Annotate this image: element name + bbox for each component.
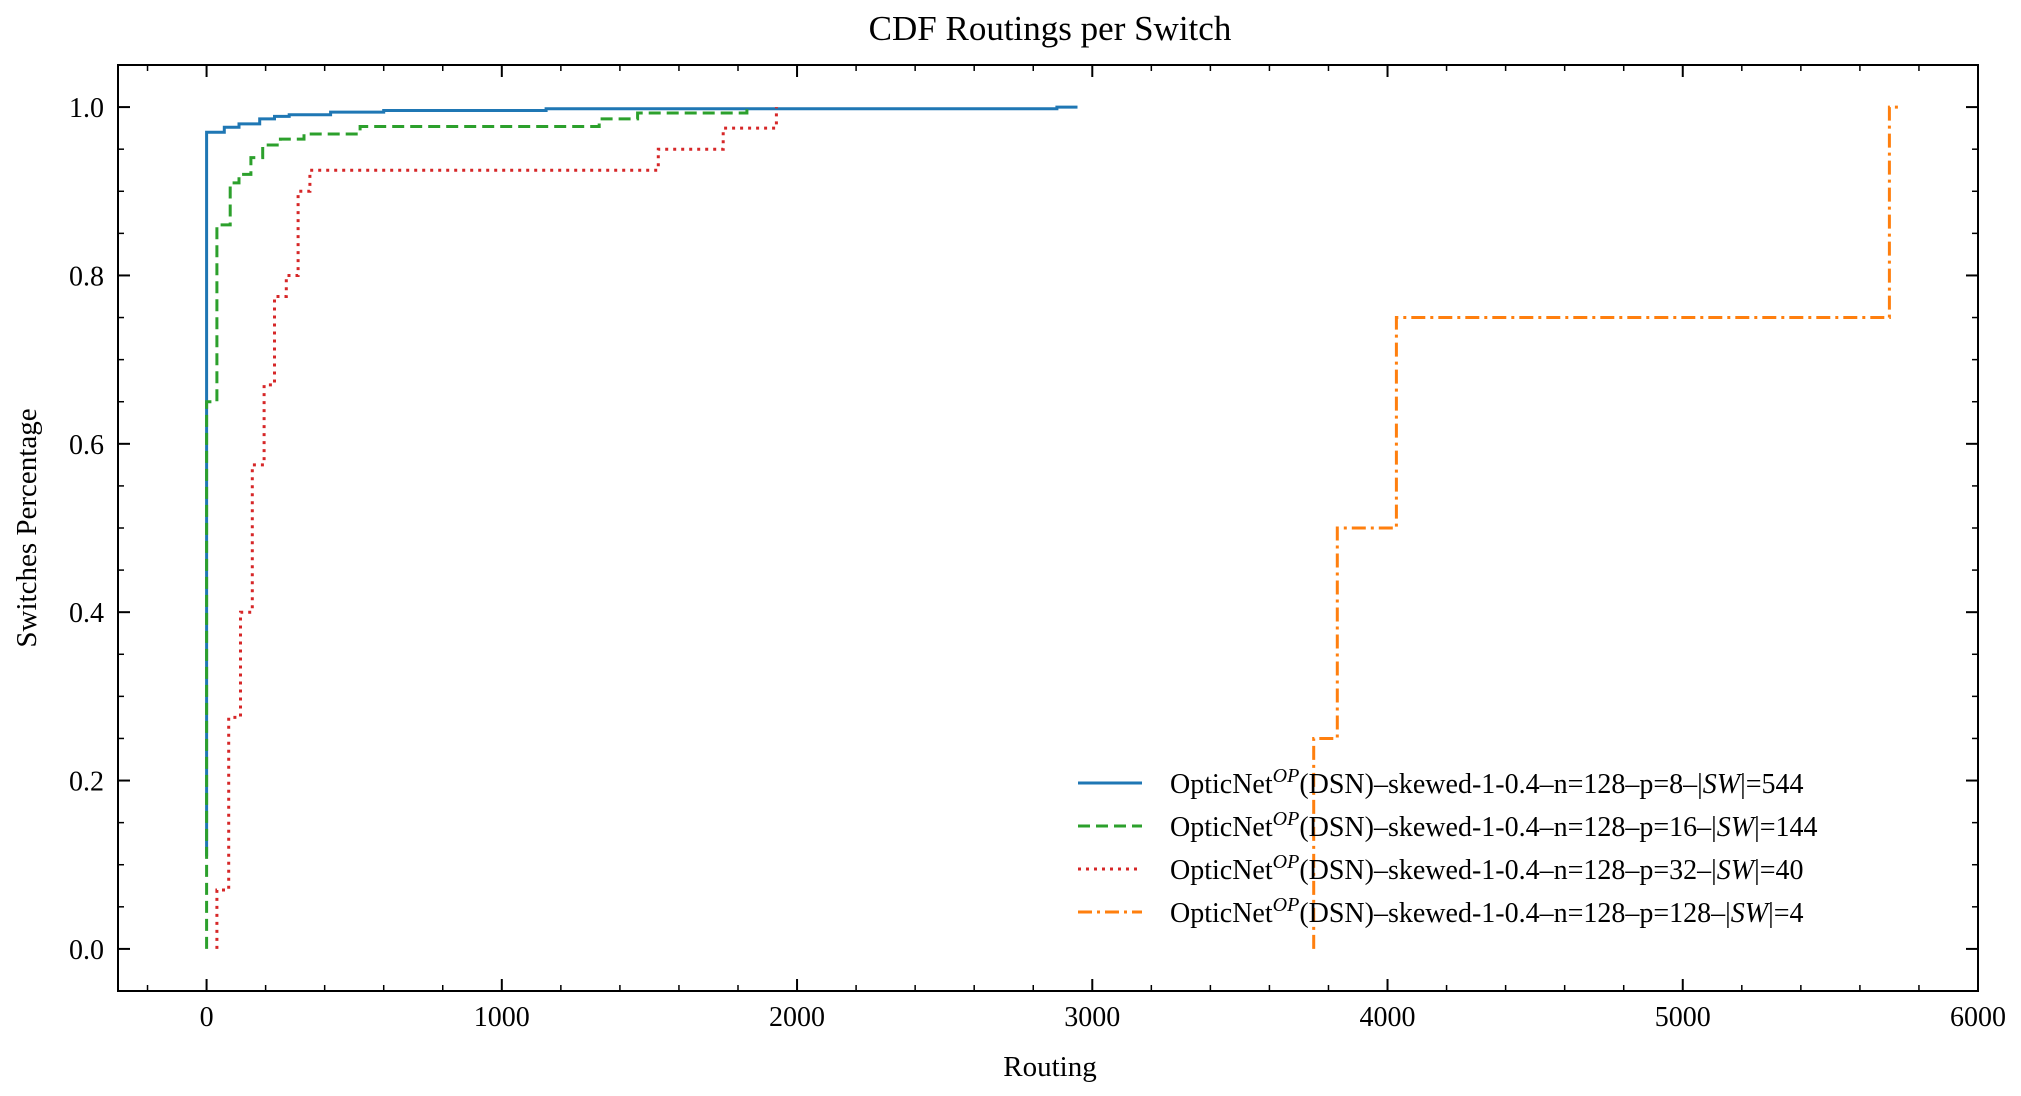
legend-entry-1: OpticNetOP(DSN)–skewed-1-0.4–n=128–p=8–|… <box>1170 765 1804 800</box>
x-tick-label: 0 <box>200 1002 214 1033</box>
legend-entry-4: OpticNetOP(DSN)–skewed-1-0.4–n=128–p=128… <box>1170 894 1804 929</box>
y-tick-label: 1.0 <box>69 93 104 124</box>
y-tick-label: 0.4 <box>69 598 104 629</box>
legend: OpticNetOP(DSN)–skewed-1-0.4–n=128–p=8–|… <box>1078 765 1818 929</box>
y-tick-label: 0.2 <box>69 767 104 798</box>
x-tick-label: 4000 <box>1360 1002 1416 1033</box>
y-axis-label: Switches Percentage <box>11 408 43 647</box>
series-layer <box>205 105 1902 949</box>
x-tick-label: 5000 <box>1655 1002 1711 1033</box>
series-line-4 <box>1312 105 1902 949</box>
x-tick-label: 3000 <box>1064 1002 1120 1033</box>
plot-frame <box>117 64 1979 992</box>
series-line-3 <box>215 107 778 949</box>
legend-entry-2: OpticNetOP(DSN)–skewed-1-0.4–n=128–p=16–… <box>1170 808 1818 843</box>
x-axis-label: Routing <box>1003 1051 1096 1083</box>
x-tick-label: 6000 <box>1950 1002 2006 1033</box>
x-tick-label: 2000 <box>769 1002 825 1033</box>
legend-entry-3: OpticNetOP(DSN)–skewed-1-0.4–n=128–p=32–… <box>1170 851 1804 886</box>
x-tick-label: 1000 <box>474 1002 530 1033</box>
series-line-1 <box>205 105 1078 857</box>
y-tick-label: 0.0 <box>69 935 104 966</box>
y-tick-label: 0.8 <box>69 261 104 292</box>
y-tick-label: 0.6 <box>69 430 104 461</box>
series-line-2 <box>205 107 749 949</box>
tick-layer: 0 1000 2000 3000 4000 5000 6000 0.0 0.2 0.4 0.6 0.8… <box>69 64 2006 1033</box>
chart-title: CDF Routings per Switch <box>869 9 1232 48</box>
